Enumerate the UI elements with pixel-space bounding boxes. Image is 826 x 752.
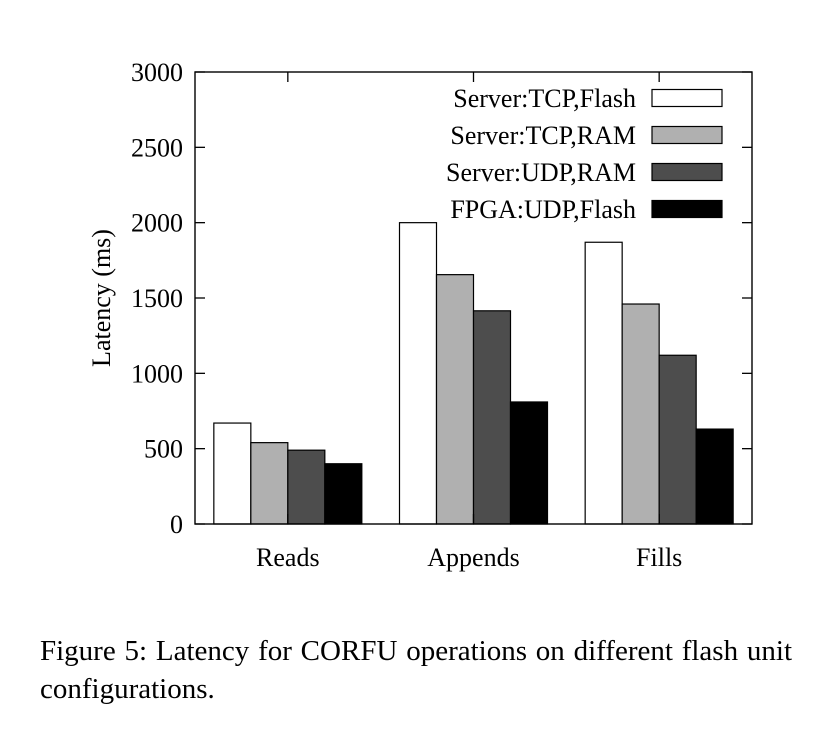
legend-label: Server:UDP,RAM (446, 158, 636, 187)
category-labels-group: Reads Appends Fills (256, 543, 682, 572)
category-label: Fills (636, 543, 682, 572)
bar (472, 310, 512, 525)
bar (584, 241, 623, 525)
legend-swatch (651, 125, 723, 145)
bar-chart: 0 500 1000 1500 2000 2500 3000 Reads Appends Fil… (87, 58, 753, 572)
bar (213, 422, 252, 525)
bars-group (213, 222, 734, 525)
legend-label: Server:TCP,RAM (450, 121, 636, 150)
bar (435, 274, 475, 525)
y-axis-title: Latency (ms) (87, 229, 116, 367)
legend-swatch (651, 88, 723, 108)
figure-caption: Figure 5: Latency for CORFU operations o… (40, 635, 792, 705)
y-tick-label: 1000 (131, 359, 183, 388)
legend-label: Server:TCP,Flash (453, 84, 636, 113)
bar (621, 303, 660, 525)
y-tick-label: 0 (170, 510, 183, 539)
bar (250, 442, 289, 525)
category-label: Appends (427, 543, 519, 572)
bar (658, 354, 697, 525)
bar (324, 463, 363, 525)
legend-label: FPGA:UDP,Flash (450, 195, 636, 224)
bar (695, 428, 734, 525)
y-tick-label: 2500 (131, 133, 183, 162)
bar (509, 401, 549, 525)
y-ticks-group: 0 500 1000 1500 2000 2500 3000 (131, 58, 752, 539)
category-label: Reads (256, 543, 320, 572)
legend-swatch (651, 162, 723, 182)
y-tick-label: 2000 (131, 209, 183, 238)
y-tick-label: 3000 (131, 58, 183, 87)
legend-swatch (651, 199, 723, 219)
y-tick-label: 500 (144, 435, 183, 464)
legend: Server:TCP,Flash Server:TCP,RAM Server:UDP… (446, 84, 723, 224)
bar (398, 222, 438, 525)
bar (287, 449, 326, 525)
y-tick-label: 1500 (131, 284, 183, 313)
